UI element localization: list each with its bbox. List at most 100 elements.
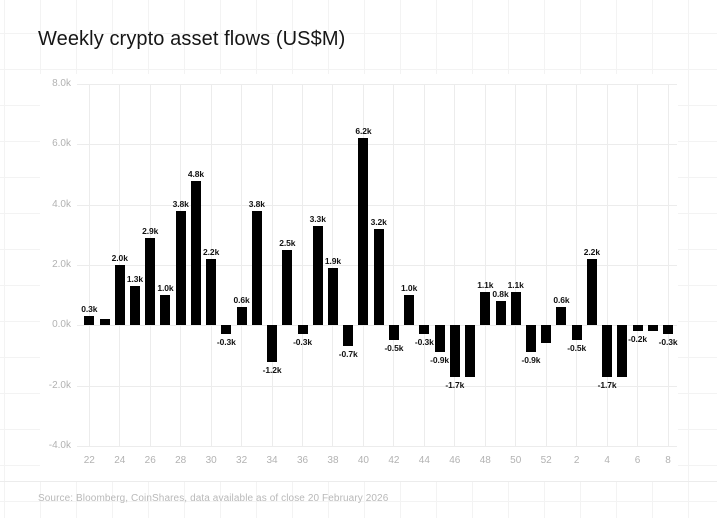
gridline-v [332,84,334,446]
gridline-v [423,84,425,446]
x-tick-label: 38 [327,455,339,466]
bar-value-label: 2.5k [279,237,296,248]
x-tick-label: 34 [266,455,278,466]
source-note: Source: Bloomberg, CoinShares, data avai… [38,493,389,504]
bar-value-label: 0.6k [553,295,570,306]
bar-value-label: -0.3k [216,337,236,348]
gridline-v [302,84,304,446]
x-tick-label: 40 [357,455,369,466]
bar-value-label: -1.7k [445,379,465,390]
bar-week-50 [510,292,521,326]
bar-week-49 [495,301,506,326]
gridline-h [77,84,677,85]
bar-value-label: -0.7k [338,349,358,360]
x-tick-label: 42 [388,455,400,466]
gridline-h [77,204,677,206]
bar-week-47 [465,325,476,377]
gridline-h [77,325,677,327]
bar-value-label: 3.2k [370,216,387,227]
x-tick-label: 46 [449,455,461,466]
x-tick-label: 2 [573,455,580,466]
bar-week-24 [114,265,125,326]
bar-week-45 [434,325,445,353]
bar-value-label: -1.2k [262,364,282,375]
bar-value-label: 1.3k [126,274,144,285]
x-tick-label: 48 [479,455,491,466]
bar-value-label: 1.9k [324,256,342,267]
bar-value-label: -0.3k [293,337,312,348]
gridline-v [241,84,243,446]
bar-week-3 [586,258,597,326]
bar-value-label: -1.7k [597,379,617,390]
bar-week-28 [175,210,186,326]
x-tick-label: 4 [604,455,610,466]
gridline-h [77,385,677,387]
gridline-v [545,84,547,446]
y-tick-label: 2.0k [52,259,71,270]
gridline-h [77,446,677,447]
bar-value-label: -0.5k [384,343,404,354]
bar-value-label: 1.1k [477,280,494,291]
x-tick-label: 50 [510,455,522,466]
gridline-v [667,84,669,446]
x-tick-label: 22 [83,455,95,466]
bar-value-label: 0.6k [233,295,250,306]
bar-week-36 [297,325,308,335]
x-tick-label: 24 [114,455,126,466]
gridline-v [637,84,639,446]
bar-week-41 [373,228,384,326]
bar-week-31 [221,325,232,335]
gridline-v [271,84,273,446]
gridline-h [77,144,677,146]
gridline-v [484,84,486,446]
bar-week-1 [556,307,567,326]
x-tick-label: 36 [296,455,309,466]
bar-value-label: 2.9k [142,225,159,236]
bar-week-43 [404,295,415,326]
bar-week-7 [647,325,658,332]
bar-week-32 [236,307,247,326]
bar-value-label: -0.9k [430,355,450,366]
gridline-v [576,84,578,446]
y-tick-label: 0.0k [52,319,71,331]
bar-week-40 [358,138,369,326]
x-tick-label: 30 [205,455,217,466]
bar-week-2 [571,325,582,341]
y-tick-label: 4.0k [52,198,71,210]
bar-week-23 [99,319,110,326]
gridline-v [393,84,395,446]
bar-week-33 [251,210,262,326]
bar-value-label: 2.0k [111,253,128,263]
bar-week-30 [206,258,217,326]
bar-week-46 [449,325,460,377]
bar-week-52 [541,325,552,344]
bar-week-34 [267,325,278,362]
bar-week-27 [160,295,171,326]
divider-line [0,481,717,482]
bar-week-42 [388,325,399,341]
bar-week-51 [525,325,536,353]
bar-value-label: 0.8k [492,289,509,300]
bar-value-label: 6.2k [355,126,372,137]
x-tick-label: 44 [418,455,430,466]
bar-value-label: 1.1k [507,280,524,291]
gridline-v [454,84,456,446]
bar-week-25 [129,286,140,326]
bar-value-label: 4.8k [187,168,204,179]
bar-value-label: 1.0k [157,283,174,294]
bar-week-37 [312,225,323,326]
bar-week-38 [327,268,338,326]
bar-week-5 [617,325,628,377]
bar-week-44 [419,325,430,335]
bar-week-29 [190,180,201,326]
y-tick-label: -2.0k [48,379,71,391]
bar-week-4 [602,325,613,377]
bar-week-26 [145,237,156,326]
x-tick-label: 32 [236,455,248,466]
x-tick-label: 52 [540,455,552,466]
bar-value-label: -0.5k [567,343,587,354]
bar-value-label: 3.8k [248,198,265,209]
bar-value-label: -0.3k [658,337,678,348]
bar-value-label: 1.0k [401,283,418,294]
